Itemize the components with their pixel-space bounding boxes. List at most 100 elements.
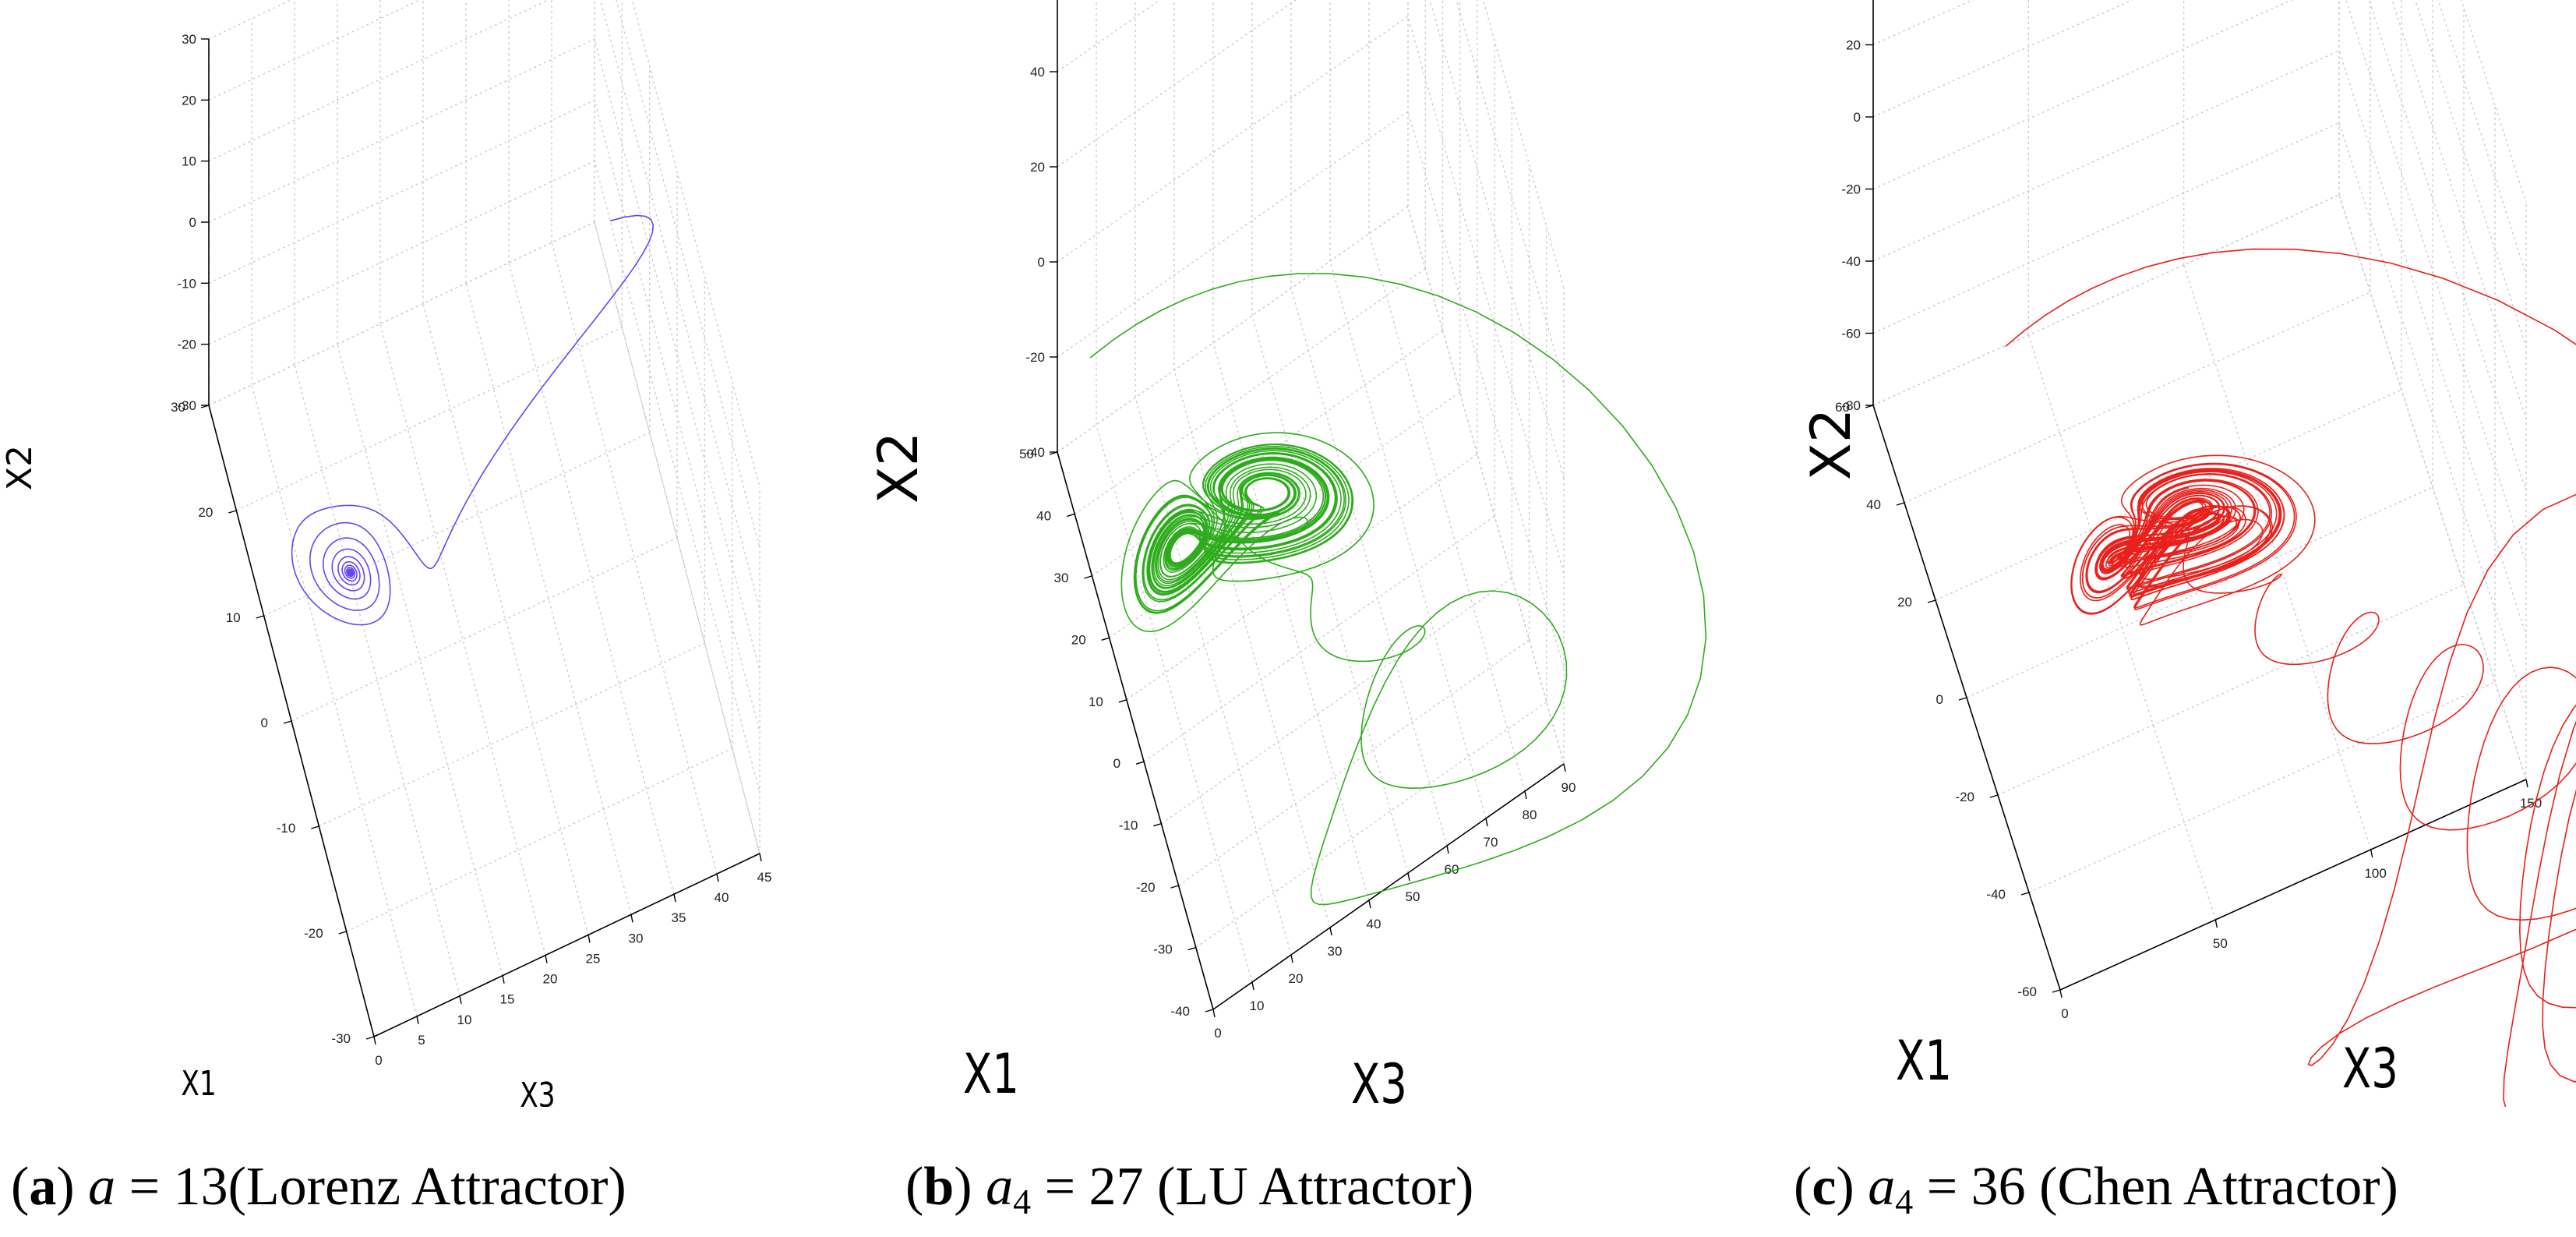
grid-line (379, 323, 546, 956)
grid-line (2027, 334, 2216, 921)
x3-tick-label: 15 (500, 992, 515, 1007)
x3-tick (1368, 899, 1371, 909)
x2-tick-label: 20 (1030, 160, 1045, 175)
x3-tick-label: 150 (2520, 796, 2542, 811)
x3-tick-label: 50 (2213, 936, 2228, 951)
x1-tick (365, 1036, 375, 1040)
grid-line (1966, 486, 2433, 698)
x3-tick (1563, 763, 1566, 772)
x2-tick-label: -80 (1841, 398, 1861, 413)
x2-tick-label: 20 (182, 93, 196, 108)
x3-tick (502, 975, 505, 984)
x3-tick-label: 10 (1250, 998, 1265, 1013)
x2-tick-label: -20 (1841, 182, 1861, 197)
grid-line (1872, 0, 2527, 419)
x1-axis-label: X1 (1896, 1029, 1952, 1092)
grid-line (1482, 0, 1565, 289)
axes-box: 30 20 10 0 -10 -20 -30 0 5 10 15 20 25 30 35 40 45 30 20 10… (0, 0, 771, 1107)
grid-line (1143, 515, 1495, 762)
x1-tick-label: 40 (1036, 508, 1051, 523)
x3-tick-label: 20 (1289, 971, 1304, 986)
grid-line (1074, 267, 1426, 514)
x1-tick (1135, 761, 1145, 765)
x1-tick-label: 20 (1071, 632, 1086, 647)
x3-axis-line (1212, 763, 1565, 1010)
panel-a: 30 20 10 0 -10 -20 -30 0 5 10 15 20 25 30 35 40 45 30 20 10… (0, 0, 859, 1235)
caption-b-var: a (986, 1157, 1014, 1217)
grid-line (2028, 681, 2496, 893)
x3-tick (1212, 1009, 1216, 1018)
x1-tick (1205, 1009, 1214, 1013)
x3-tick (588, 935, 591, 943)
x2-tick-label: -20 (177, 338, 196, 352)
grid-line (1096, 424, 1253, 983)
caption-a-var: a (88, 1157, 116, 1217)
x3-tick-label: 30 (1328, 944, 1343, 959)
x3-tick-label: 50 (1406, 889, 1420, 904)
x2-tick-label: -40 (1025, 445, 1045, 460)
x1-tick (228, 510, 237, 514)
x1-tick (1927, 599, 1936, 603)
grid-line (2414, 0, 2527, 348)
x3-tick-label: 40 (1367, 917, 1382, 931)
x3-tick (416, 1016, 419, 1025)
x3-axis-label: X3 (2342, 1037, 2398, 1100)
caption-a-label: a (29, 1157, 57, 1217)
grid-line (291, 537, 678, 722)
x3-axis-line (2059, 779, 2527, 991)
x1-tick-label: -60 (2017, 984, 2037, 999)
caption-a-text: = 13(Lorenz Attractor) (115, 1157, 626, 1217)
x1-tick (311, 825, 319, 829)
x1-tick (1187, 946, 1196, 951)
x1-tick-label: -20 (304, 926, 323, 941)
grid-line (422, 303, 589, 935)
attractor-trajectory (291, 214, 655, 626)
x1-tick (1896, 502, 1905, 506)
grid-line (1935, 389, 2402, 601)
grid-line (208, 0, 760, 610)
x2-tick-label: 40 (1030, 65, 1045, 80)
x1-tick-label: 0 (1113, 756, 1120, 771)
axes-box: 6040200-20-40-60050100150806040200-20-40… (1799, 0, 2542, 1101)
x1-tick-label: -20 (1955, 790, 1974, 804)
grid-line (1212, 342, 1370, 901)
grid-line (508, 263, 675, 895)
x3-axis-line (373, 853, 760, 1037)
x2-tick-label: 30 (182, 32, 196, 47)
x1-tick-label: 0 (1936, 692, 1943, 707)
grid-line (1057, 205, 1565, 765)
x2-tick-label: 10 (182, 154, 196, 169)
x1-axis-label: X1 (963, 1042, 1019, 1105)
x1-tick (338, 931, 347, 935)
x2-tick-label: -30 (177, 398, 196, 413)
grid-line (263, 432, 650, 617)
x3-tick-label: 90 (1561, 780, 1576, 795)
x1-tick-label: 50 (1019, 447, 1034, 461)
x1-tick-label: 40 (1866, 497, 1881, 512)
grid-line (1251, 315, 1409, 874)
grid-line (1872, 122, 2527, 708)
chart-c-plot: 6040200-20-40-60050100150806040200-20-40… (1799, 0, 2576, 1107)
x3-tick (673, 894, 676, 903)
axes-box: 50 40 30 20 10 0 -10 -20 -30 -40 0 10 20 30 40 50 60 70 80… (866, 0, 1576, 1107)
x1-tick (2052, 989, 2061, 993)
x2-tick-label: -60 (1841, 327, 1861, 341)
x3-tick (1524, 790, 1527, 800)
x1-tick-label: 10 (226, 610, 241, 625)
x3-tick (459, 995, 462, 1004)
x1-tick-label: -40 (1986, 887, 2006, 902)
grid-line (1134, 397, 1292, 956)
caption-c-label: c (1812, 1157, 1837, 1217)
x1-tick-label: -20 (1136, 880, 1156, 895)
x3-tick-label: 100 (2364, 866, 2386, 881)
x3-tick (1329, 927, 1332, 936)
x3-tick-label: 0 (1214, 1026, 1221, 1041)
panel-c: 6040200-20-40-60050100150806040200-20-40… (1717, 0, 2576, 1235)
x3-tick (545, 955, 548, 963)
grid-line (236, 327, 623, 511)
x1-tick-label: 30 (171, 400, 185, 415)
x1-tick (1989, 794, 1999, 798)
grid-line (208, 0, 760, 549)
x3-tick-label: 5 (418, 1033, 425, 1048)
x3-tick-label: 0 (2061, 1006, 2068, 1021)
